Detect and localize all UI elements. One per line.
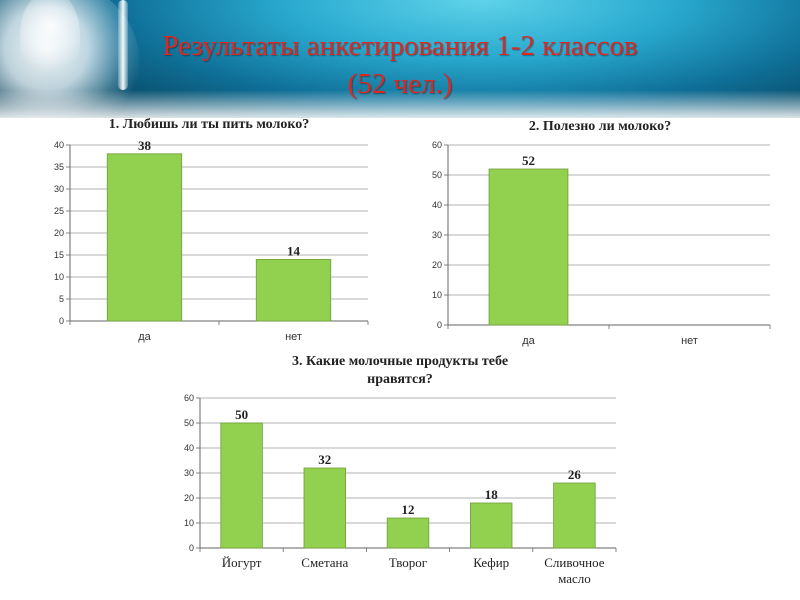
- bar-2: [255, 258, 332, 322]
- y-tick-label: 35: [54, 162, 64, 172]
- bar-1: [220, 422, 263, 549]
- y-tick-label: 40: [54, 140, 64, 150]
- category-label-4: Кефир: [473, 555, 509, 570]
- data-label-1: 50: [235, 407, 248, 422]
- data-label-2: 32: [318, 452, 331, 467]
- data-label-2: 14: [287, 243, 301, 258]
- y-tick-label: 60: [184, 393, 194, 403]
- category-label-5-line-2: масло: [558, 571, 591, 586]
- bar-4: [469, 502, 513, 549]
- header-fade: [0, 90, 800, 118]
- bar-3: [386, 517, 430, 549]
- y-tick-label: 0: [437, 320, 442, 330]
- y-tick-label: 20: [184, 493, 194, 503]
- slide-header: [0, 0, 800, 118]
- data-label-1: 38: [138, 138, 152, 153]
- category-label-1: да: [522, 335, 535, 347]
- category-label-1: Йогурт: [222, 555, 262, 570]
- chart-3-title-line-1: 3. Какие молочные продукты тебе: [292, 354, 508, 369]
- data-label-3: 12: [402, 502, 415, 517]
- y-tick-label: 60: [432, 140, 442, 150]
- milk-stream-decoration: [118, 0, 128, 90]
- y-tick-label: 30: [432, 230, 442, 240]
- chart-3: 3. Какие молочные продукты тебе нравятся?…: [184, 354, 617, 586]
- bar-2: [303, 467, 346, 549]
- category-label-1: да: [138, 331, 151, 343]
- y-tick-label: 30: [54, 184, 64, 194]
- y-tick-label: 5: [59, 294, 64, 304]
- category-label-5-line-1: Сливочное: [544, 555, 604, 570]
- y-tick-label: 30: [184, 468, 194, 478]
- bar-1: [106, 153, 183, 322]
- category-label-3: Творог: [389, 555, 427, 570]
- y-tick-label: 0: [189, 543, 194, 553]
- chart-3-title-line-2: нравятся?: [367, 372, 433, 387]
- bar-5: [553, 482, 596, 549]
- category-label-2: нет: [681, 335, 698, 347]
- y-tick-label: 50: [432, 170, 442, 180]
- data-label-1: 52: [522, 153, 535, 168]
- y-tick-label: 50: [184, 418, 194, 428]
- slide-title-line-1: Результаты анкетирования 1-2 классов: [162, 30, 638, 62]
- y-tick-label: 0: [59, 316, 64, 326]
- category-label-2: нет: [285, 331, 302, 343]
- chart-2-title: 2. Полезно ли молоко?: [529, 119, 671, 134]
- data-label-5: 26: [568, 467, 582, 482]
- bar-1: [488, 168, 569, 326]
- milk-drop-decoration: [20, 0, 80, 80]
- y-tick-label: 20: [54, 228, 64, 238]
- y-tick-label: 10: [432, 290, 442, 300]
- category-label-2: Сметана: [301, 555, 348, 570]
- slide-title-line-2: (52 чел.): [347, 68, 453, 100]
- chart-2: 2. Полезно ли молоко? 0 10 20 30 40 50 60 52 да не…: [432, 119, 771, 347]
- chart-1: 1. Любишь ли ты пить молоко? 0 5 10 15 20 25 30…: [54, 117, 369, 343]
- chart-1-title: 1. Любишь ли ты пить молоко?: [109, 117, 309, 132]
- y-tick-label: 20: [432, 260, 442, 270]
- y-tick-label: 15: [54, 250, 64, 260]
- y-tick-label: 10: [184, 518, 194, 528]
- y-tick-label: 10: [54, 272, 64, 282]
- y-tick-label: 40: [184, 443, 194, 453]
- data-label-4: 18: [485, 487, 499, 502]
- y-tick-label: 40: [432, 200, 442, 210]
- y-tick-label: 25: [54, 206, 64, 216]
